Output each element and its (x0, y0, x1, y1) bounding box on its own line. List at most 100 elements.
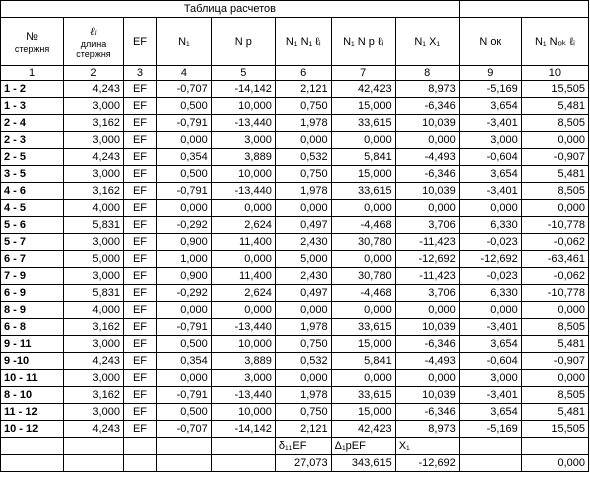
np-cell: 0,000 (210, 250, 276, 268)
n1npl-cell: 0,000 (330, 369, 396, 387)
n1x1-cell: 3,706 (394, 284, 460, 302)
n1nokl-cell: 0,000 (520, 369, 590, 387)
table-title: Таблица расчетов (0, 0, 460, 18)
n1npl-cell: 33,615 (330, 386, 396, 404)
n1npl-cell: 5,841 (330, 148, 396, 166)
nok-cell: -3,401 (458, 386, 522, 404)
length-cell: 4,243 (63, 80, 124, 98)
nok-cell: 3,000 (458, 369, 522, 387)
n1n1l-cell: 0,750 (274, 335, 332, 353)
n1x1-cell: -6,346 (394, 403, 460, 421)
n1npl-cell: 15,000 (330, 165, 396, 183)
n1nokl-cell: 0,000 (520, 301, 590, 319)
table-row: 9 -10 4,243 EF 0,354 3,889 0,532 5,841 -4,493 -0… (0, 352, 590, 370)
nok-cell: 3,654 (458, 403, 522, 421)
x1-value: -12,692 (394, 454, 460, 472)
bar-number-cell: 7 - 9 (0, 267, 65, 285)
header-nok: N ок (458, 17, 522, 66)
ef-cell: EF (122, 182, 158, 200)
header-bar-number: № стержня (0, 17, 65, 66)
length-cell: 3,162 (63, 182, 124, 200)
n1x1-cell: -4,493 (394, 352, 460, 370)
n1nokl-cell: 8,505 (520, 386, 590, 404)
n1x1-cell: -6,346 (394, 165, 460, 183)
nok-cell: -5,169 (458, 420, 522, 438)
length-cell: 3,000 (63, 131, 124, 149)
header-bar-number-text: стержня (14, 43, 50, 54)
n1x1-cell: -4,493 (394, 148, 460, 166)
ef-cell: EF (122, 131, 158, 149)
bar-number-cell: 1 - 3 (0, 97, 65, 115)
ef-cell: EF (122, 233, 158, 251)
n1n1l-cell: 0,000 (274, 301, 332, 319)
length-cell: 4,000 (63, 199, 124, 217)
np-cell: 10,000 (210, 165, 276, 183)
header-np: N р (210, 17, 276, 66)
ef-cell: EF (122, 80, 158, 98)
n1-cell: -0,791 (156, 318, 212, 336)
column-number: 3 (122, 65, 158, 81)
n1n1l-cell: 1,978 (274, 114, 332, 132)
summary-empty (63, 454, 124, 472)
nok-cell: 3,000 (458, 131, 522, 149)
bar-number-cell: 3 - 5 (0, 165, 65, 183)
np-cell: 10,000 (210, 335, 276, 353)
n1-cell: 0,500 (156, 403, 212, 421)
ef-cell: EF (122, 148, 158, 166)
summary-empty (122, 454, 158, 472)
delta11-value: 27,073 (274, 454, 332, 472)
length-cell: 3,000 (63, 335, 124, 353)
table-row: 6 - 7 5,000 EF 1,000 0,000 5,000 0,000 -12,692-… (0, 250, 590, 268)
n1-cell: -0,292 (156, 216, 212, 234)
bar-number-cell: 2 - 4 (0, 114, 65, 132)
np-cell: -14,142 (210, 80, 276, 98)
n1-cell: -0,791 (156, 182, 212, 200)
n1npl-cell: 33,615 (330, 318, 396, 336)
n1nokl-cell: -0,062 (520, 233, 590, 251)
n1nokl-cell: 5,481 (520, 335, 590, 353)
np-cell: 11,400 (210, 267, 276, 285)
nok-cell: -3,401 (458, 114, 522, 132)
n1n1l-cell: 1,978 (274, 318, 332, 336)
bar-number-cell: 6 - 7 (0, 250, 65, 268)
table-row: 8 - 10 3,162 EF -0,791 -13,440 1,978 33,615 10,… (0, 386, 590, 404)
header-n1x1: N₁ X₁ (394, 17, 460, 66)
n1npl-cell: 0,000 (330, 131, 396, 149)
n1npl-cell: 33,615 (330, 182, 396, 200)
n1n1l-cell: 0,532 (274, 148, 332, 166)
bar-number-cell: 8 - 9 (0, 301, 65, 319)
table-row: 2 - 3 3,000 EF 0,000 3,000 0,000 0,000 0,000 3,0… (0, 131, 590, 149)
nok-cell: 6,330 (458, 216, 522, 234)
length-cell: 5,831 (63, 216, 124, 234)
ef-cell: EF (122, 284, 158, 302)
column-number: 2 (63, 65, 124, 81)
n1n1l-cell: 2,430 (274, 267, 332, 285)
n1npl-cell: 15,000 (330, 335, 396, 353)
n1nokl-cell: 0,000 (520, 199, 590, 217)
length-cell: 3,162 (63, 114, 124, 132)
n1-cell: 1,000 (156, 250, 212, 268)
np-cell: 3,889 (210, 352, 276, 370)
nok-cell: -3,401 (458, 318, 522, 336)
n1nokl-cell: 5,481 (520, 97, 590, 115)
length-cell: 3,162 (63, 386, 124, 404)
ef-cell: EF (122, 352, 158, 370)
table-row: 8 - 9 4,000 EF 0,000 0,000 0,000 0,000 0,000 0,0… (0, 301, 590, 319)
summary-empty (520, 437, 590, 455)
np-cell: -13,440 (210, 114, 276, 132)
n1npl-cell: 30,780 (330, 267, 396, 285)
n1x1-cell: 0,000 (394, 199, 460, 217)
nok-cell: 3,654 (458, 97, 522, 115)
n1n1l-cell: 0,000 (274, 131, 332, 149)
table-row: 10 - 11 3,000 EF 0,000 3,000 0,000 0,000 0,000 3… (0, 369, 590, 387)
table-row: 7 - 9 3,000 EF 0,900 11,400 2,430 30,780 -11,42… (0, 267, 590, 285)
np-cell: -13,440 (210, 182, 276, 200)
n1x1-cell: -11,423 (394, 233, 460, 251)
calculation-table: Таблица расчетов № стержня ℓᵢ длина стер… (0, 0, 590, 472)
np-cell: 0,000 (210, 301, 276, 319)
n1x1-cell: 10,039 (394, 318, 460, 336)
bar-number-cell: 10 - 12 (0, 420, 65, 438)
length-cell: 5,000 (63, 250, 124, 268)
header-ef: EF (122, 17, 158, 66)
n1n1l-cell: 1,978 (274, 386, 332, 404)
